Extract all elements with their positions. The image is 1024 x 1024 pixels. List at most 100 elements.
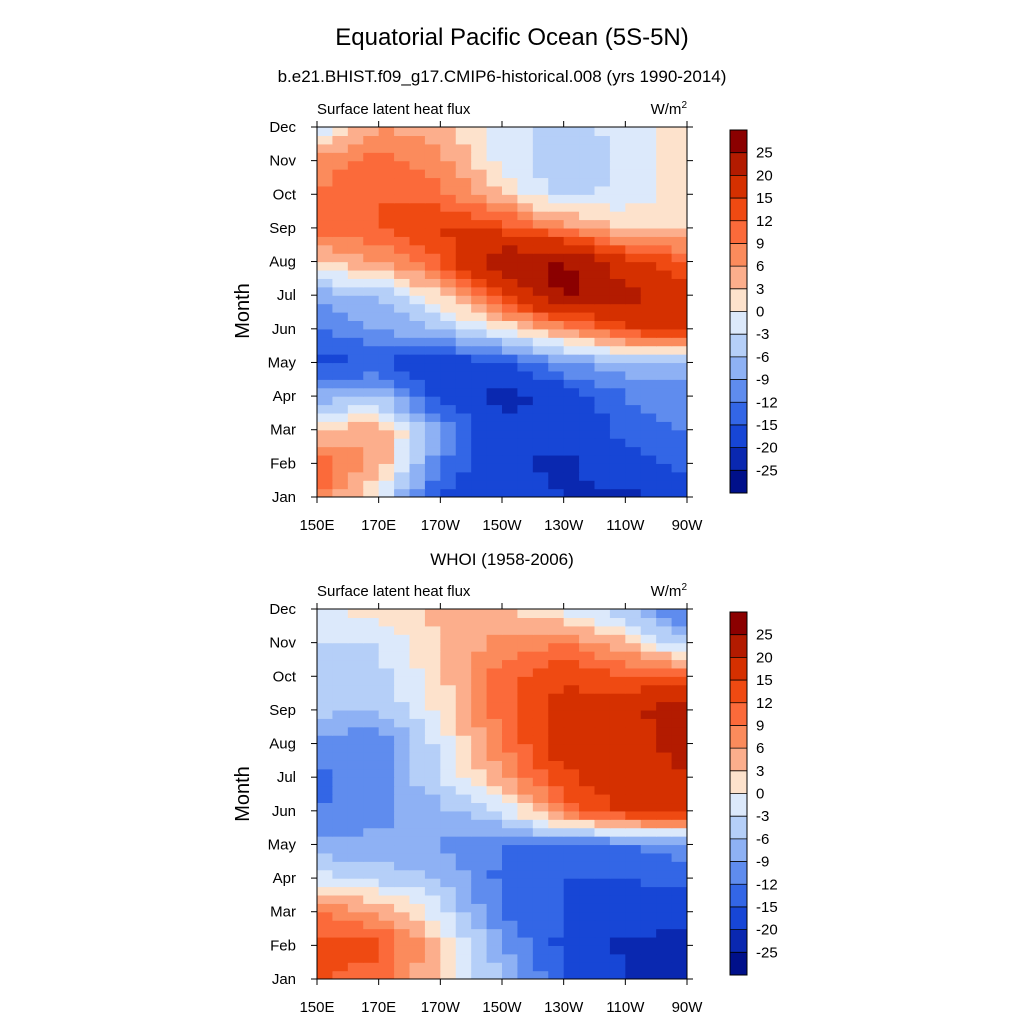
heatmap-cell [486,878,503,888]
heatmap-cell [594,936,611,946]
heatmap-cell [471,202,488,212]
heatmap-cell [317,751,334,761]
heatmap-cell [378,261,395,271]
heatmap-cell [317,488,334,497]
heatmap-cell [455,446,472,456]
heatmap-cell [548,970,565,979]
heatmap-cell [532,194,549,204]
heatmap-cell [317,936,334,946]
heatmap-cell [656,169,673,179]
heatmap-cell [455,244,472,254]
heatmap-cell [656,286,673,296]
heatmap-cell [347,936,364,946]
y-tick-label: Jun [272,321,296,338]
heatmap-cell [363,760,380,770]
heatmap-cell [347,169,364,179]
heatmap-cell [409,768,426,778]
heatmap-cell [594,244,611,254]
colorbar-label: -9 [756,854,769,871]
heatmap-cell [640,421,657,431]
heatmap-cells [317,127,687,497]
heatmap-cell [532,701,549,711]
heatmap-cell [471,676,488,686]
heatmap-cell [579,152,596,162]
heatmap-cell [486,421,503,431]
heatmap-cell [671,970,687,979]
heatmap-cell [625,709,642,719]
heatmap-cell [532,127,549,137]
heatmap-cell [424,320,441,330]
heatmap-cell [625,337,642,347]
heatmap-cell [563,362,580,372]
heatmap-cell [502,735,519,745]
heatmap-cell [640,634,657,644]
heatmap-cell [563,810,580,820]
heatmap-cell [394,701,411,711]
heatmap-cell [471,278,488,288]
heatmap-cell [502,312,519,322]
heatmap-cell [440,152,457,162]
heatmap-cell [625,962,642,972]
heatmap-cell [594,970,611,979]
y-axis-label: Month [232,766,254,822]
heatmap-cell [671,219,687,229]
heatmap-cell [594,743,611,753]
heatmap-cell [517,819,534,829]
heatmap-cell [455,127,472,137]
heatmap-cell [563,726,580,736]
y-tick-label: Jan [272,971,296,988]
colorbar-label: -20 [756,440,778,457]
heatmap-cell [440,261,457,271]
heatmap-cell [363,945,380,955]
heatmap-cell [394,928,411,938]
heatmap-cell [486,903,503,913]
heatmap-cell [671,387,687,397]
heatmap-cell [532,236,549,246]
heatmap-cell [378,844,395,854]
heatmap-cell [409,244,426,254]
heatmap-cell [409,844,426,854]
heatmap-cell [486,768,503,778]
heatmap-cell [656,701,673,711]
heatmap-cell [363,709,380,719]
heatmap-cell [563,354,580,364]
heatmap-cell [424,768,441,778]
heatmap-cell [363,488,380,497]
heatmap-cell [424,471,441,481]
heatmap-cell [486,429,503,439]
heatmap-cell [378,794,395,804]
heatmap-cell [455,894,472,904]
heatmap-cell [656,768,673,778]
heatmap-cell [471,454,488,464]
heatmap-cell [532,861,549,871]
heatmap-cell [594,396,611,406]
heatmap-cell [609,421,626,431]
heatmap-cell [656,735,673,745]
heatmap-cell [656,836,673,846]
heatmap-cell [548,953,565,963]
heatmap-cell [671,735,687,745]
heatmap-cell [347,320,364,330]
heatmap-cell [394,609,411,619]
heatmap-cell [363,169,380,179]
heatmap-cell [347,903,364,913]
heatmap-cell [317,278,334,288]
heatmap-cell [579,651,596,661]
heatmap-cell [347,844,364,854]
heatmap-cell [517,370,534,380]
colorbar-swatch [730,884,747,908]
heatmap-cell [548,177,565,187]
heatmap-cell [502,244,519,254]
heatmap-cell [409,625,426,635]
heatmap-cell [486,911,503,921]
heatmap-cell [609,676,626,686]
heatmap-cell [548,421,565,431]
heatmap-cell [486,463,503,473]
heatmap-cell [579,127,596,137]
heatmap-cell [671,768,687,778]
heatmap-cell [609,328,626,338]
heatmap-cell [579,794,596,804]
heatmap-cell [609,379,626,389]
heatmap-cell [548,169,565,179]
heatmap-cell [548,143,565,153]
